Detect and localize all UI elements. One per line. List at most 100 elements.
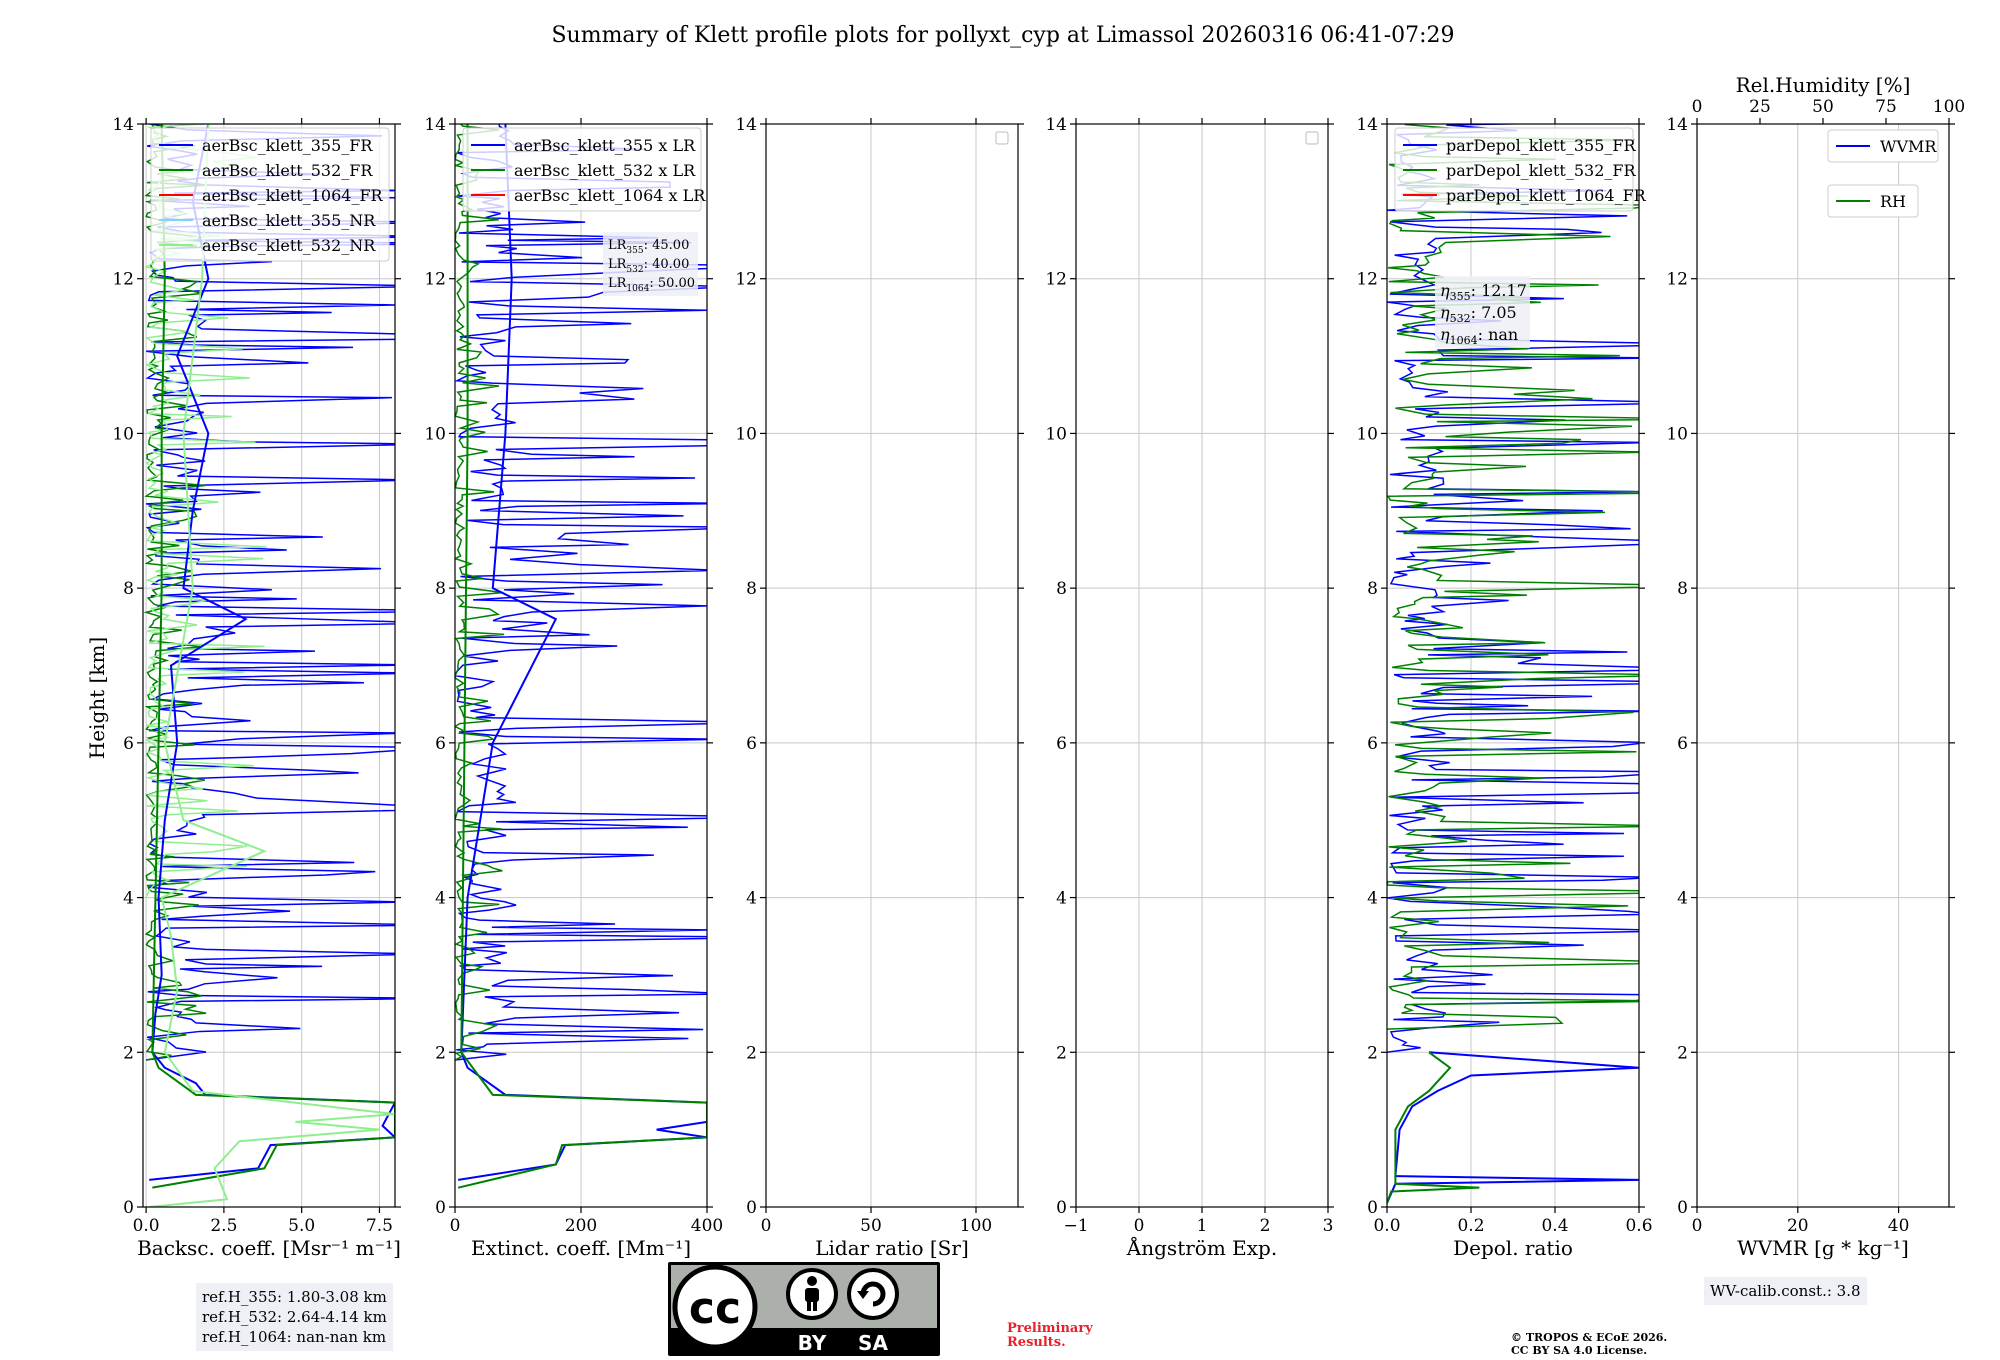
x-tick-label: 2.5: [210, 1216, 237, 1236]
y-tick-label: 2: [746, 1043, 757, 1063]
x-tick-label: 200: [565, 1216, 597, 1236]
y-tick-label: 4: [746, 889, 757, 909]
y-tick-label: 12: [112, 270, 134, 290]
y-tick-label: 0: [746, 1198, 757, 1218]
data-area: [1387, 124, 1639, 1204]
series-line-0: [149, 124, 395, 1181]
y-tick-label: 6: [1677, 734, 1688, 754]
y-tick-label: 8: [1677, 579, 1688, 599]
attribution-person-icon: [786, 1268, 838, 1320]
x-tick-label: 2: [1260, 1216, 1271, 1236]
y-axis-label: Height [km]: [85, 637, 109, 759]
legend-label: aerBsc_klett_532_FR: [202, 161, 373, 180]
legend-wvmr: WVMR: [1827, 129, 1939, 163]
x-tick-label: 40: [1888, 1216, 1910, 1236]
panel-frame: [765, 123, 1019, 1208]
y-tick-label: 12: [735, 270, 757, 290]
series-line-1: [1387, 1051, 1480, 1204]
y-tick-label: 4: [1056, 889, 1067, 909]
y-tick-label: 0: [435, 1198, 446, 1218]
noise-series-1: [455, 124, 505, 1061]
x-axis-label: Backsc. coeff. [Msr⁻¹ m⁻¹]: [137, 1236, 401, 1260]
x-tick-label: 0: [1134, 1216, 1145, 1236]
legend-label: aerBsc_klett_355 x LR: [514, 136, 696, 155]
y-tick-label: 4: [123, 889, 134, 909]
x-tick-label: 0: [761, 1216, 772, 1236]
ref-height-532: ref.H_532: 2.64-4.14 km: [202, 1308, 387, 1326]
cc-by-sa-license-badge: cc BY SA: [668, 1262, 940, 1356]
y-tick-label: 12: [1666, 270, 1688, 290]
legend-label: aerBsc_klett_355_FR: [202, 136, 373, 155]
panel-frame: [1386, 123, 1640, 1208]
reference-heights-box: ref.H_355: 1.80-3.08 km ref.H_532: 2.64-…: [196, 1283, 393, 1351]
series-line-1: [151, 124, 395, 1189]
legend-frame: [150, 127, 390, 262]
info-box-bg: [1435, 276, 1530, 348]
y-tick-label: 6: [435, 734, 446, 754]
y-tick-label: 14: [1666, 115, 1688, 135]
y-tick-label: 0: [1367, 1198, 1378, 1218]
x-tick-label: 0: [450, 1216, 461, 1236]
noise-series-1: [1387, 124, 1639, 1030]
y-tick-label: 14: [1356, 115, 1378, 135]
legend-frame: [1827, 129, 1939, 163]
x-tick-label: 0: [1692, 1216, 1703, 1236]
x-axis-label: Extinct. coeff. [Mm⁻¹]: [471, 1236, 691, 1260]
x-tick-label: 0.6: [1625, 1216, 1652, 1236]
series-line-0: [1387, 1051, 1639, 1204]
info-line: η1064: nan: [1440, 325, 1518, 347]
y-tick-label: 6: [1367, 734, 1378, 754]
x-tick-label: 5.0: [288, 1216, 315, 1236]
y-tick-label: 6: [1056, 734, 1067, 754]
info-line: η532: 7.05: [1440, 303, 1517, 325]
y-tick-label: 0: [1677, 1198, 1688, 1218]
y-tick-label: 8: [435, 579, 446, 599]
x-tick-label: 0.0: [1373, 1216, 1400, 1236]
top-x-tick-label: 75: [1875, 97, 1897, 117]
x-tick-label: 20: [1787, 1216, 1809, 1236]
x-tick-label: 7.5: [366, 1216, 393, 1236]
y-tick-label: 12: [424, 270, 446, 290]
y-tick-label: 2: [1367, 1043, 1378, 1063]
x-tick-label: 50: [860, 1216, 882, 1236]
info-line: η355: 12.17: [1440, 281, 1527, 303]
info-line: LR532: 40.00: [608, 257, 689, 275]
legend-label: parDepol_klett_532_FR: [1446, 161, 1637, 180]
y-tick-label: 4: [1677, 889, 1688, 909]
y-tick-label: 14: [112, 115, 134, 135]
legend-label: parDepol_klett_1064_FR: [1446, 186, 1647, 205]
x-axis-label: Ångström Exp.: [1126, 1235, 1277, 1260]
x-tick-label: −1: [1063, 1216, 1088, 1236]
y-tick-label: 10: [424, 424, 446, 444]
y-tick-label: 10: [1356, 424, 1378, 444]
y-tick-label: 0: [1056, 1198, 1067, 1218]
info-line: LR1064: 50.00: [608, 276, 695, 294]
legend: parDepol_klett_355_FR parDepol_klett_532_…: [1394, 127, 1647, 212]
y-tick-label: 8: [1367, 579, 1378, 599]
x-tick-label: 0.2: [1457, 1216, 1484, 1236]
panel-depol: 0 2 4 6 8 10 12 14 0.0 0.2 0.4 0.6 Depol. ratio parDe…: [1356, 115, 1652, 1260]
y-tick-label: 10: [1666, 424, 1688, 444]
svg-text:cc: cc: [689, 1283, 741, 1334]
panel-frame: [142, 123, 396, 1208]
legend-label: aerBsc_klett_355_NR: [202, 211, 376, 230]
y-tick-label: 10: [735, 424, 757, 444]
series-line-2: [149, 124, 395, 1207]
y-tick-label: 12: [1045, 270, 1067, 290]
x-axis-label: Depol. ratio: [1453, 1236, 1573, 1260]
badge-by-label: BY: [798, 1331, 827, 1355]
legend-label: parDepol_klett_355_FR: [1446, 136, 1637, 155]
cc-icon: cc: [672, 1264, 758, 1350]
legend-label: aerBsc_klett_532_NR: [202, 236, 376, 255]
ref-height-355: ref.H_355: 1.80-3.08 km: [202, 1288, 387, 1306]
y-tick-label: 8: [123, 579, 134, 599]
y-tick-label: 6: [746, 734, 757, 754]
legend: aerBsc_klett_355 x LR aerBsc_klett_532 x …: [462, 127, 706, 212]
